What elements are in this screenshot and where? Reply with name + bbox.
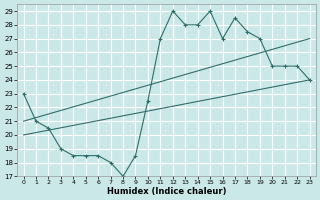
X-axis label: Humidex (Indice chaleur): Humidex (Indice chaleur)	[107, 187, 226, 196]
